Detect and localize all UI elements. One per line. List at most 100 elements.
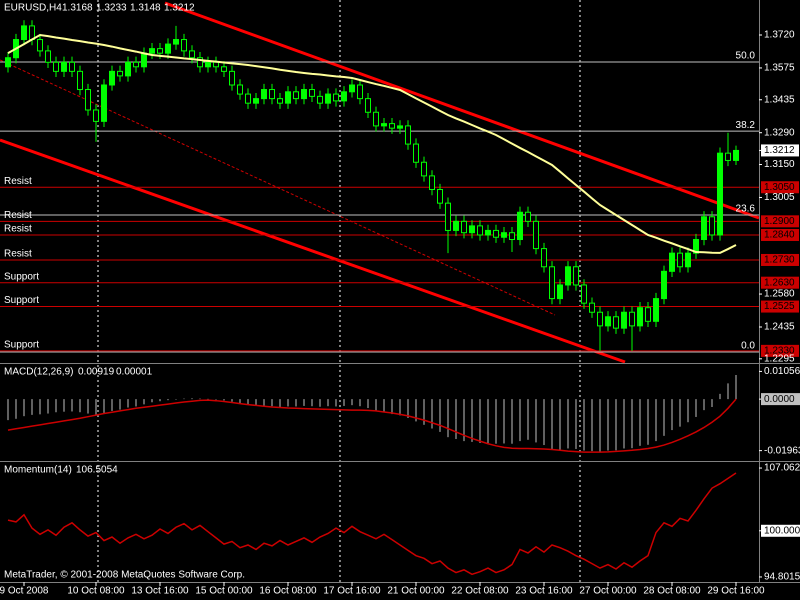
level-box bbox=[761, 228, 799, 241]
level-name: Support bbox=[4, 295, 39, 306]
histogram-bar bbox=[671, 399, 673, 431]
candle-body bbox=[437, 189, 443, 204]
histogram-bar bbox=[175, 399, 177, 400]
level-name: Resist bbox=[4, 176, 32, 187]
y-tick-label: -0.01963 bbox=[764, 445, 800, 456]
histogram-bar bbox=[647, 399, 649, 445]
histogram-bar bbox=[607, 399, 609, 451]
candle-body bbox=[413, 143, 419, 163]
level-box bbox=[761, 344, 799, 357]
histogram-bar bbox=[719, 393, 721, 400]
histogram-bar bbox=[303, 399, 305, 406]
histogram-bar bbox=[599, 399, 601, 452]
y-tick-label: 1.3005 bbox=[764, 192, 795, 203]
histogram-bar bbox=[711, 399, 713, 407]
candle-body bbox=[77, 70, 83, 91]
histogram-bar bbox=[191, 398, 193, 400]
grid bbox=[97, 0, 581, 582]
fibo-label: 38.2 bbox=[736, 120, 756, 131]
candle-body bbox=[581, 284, 587, 304]
histogram-bar bbox=[271, 399, 273, 407]
histogram-bar bbox=[503, 399, 505, 444]
y-tick-label: 100.0000 bbox=[764, 525, 800, 536]
candle-body bbox=[701, 216, 707, 241]
x-tick-label: 15 Oct 00:00 bbox=[195, 586, 253, 597]
histogram-bar bbox=[23, 399, 25, 417]
candle-body bbox=[381, 123, 387, 127]
candle-body bbox=[341, 91, 347, 102]
histogram-bar bbox=[327, 399, 329, 407]
histogram-bar bbox=[7, 399, 9, 421]
candle-body bbox=[645, 307, 651, 322]
histogram-bar bbox=[39, 399, 41, 415]
level-price: 1.2525 bbox=[764, 301, 795, 312]
histogram-bar bbox=[415, 399, 417, 422]
histogram-bar bbox=[215, 399, 217, 400]
candle-body bbox=[653, 298, 659, 322]
level-box bbox=[761, 300, 799, 313]
candle-body bbox=[661, 270, 667, 300]
candle-body bbox=[605, 316, 611, 327]
level-price: 1.2900 bbox=[764, 216, 795, 227]
histogram-bar bbox=[455, 399, 457, 440]
candle-body bbox=[541, 248, 547, 268]
candle-body bbox=[301, 89, 307, 100]
candle-body bbox=[261, 89, 267, 100]
histogram-bar bbox=[295, 399, 297, 407]
candle-body bbox=[597, 311, 603, 327]
candle-body bbox=[229, 70, 235, 86]
candle-body bbox=[445, 202, 451, 231]
candle-body bbox=[485, 229, 491, 236]
copyright: MetaTrader, © 2001-2008 MetaQuotes Softw… bbox=[4, 570, 245, 581]
candle-body bbox=[285, 91, 291, 104]
candle-body bbox=[557, 284, 563, 300]
histogram-bar bbox=[495, 399, 497, 444]
histogram-bar bbox=[55, 399, 57, 413]
histogram-bar bbox=[111, 399, 113, 411]
histogram-bar bbox=[375, 399, 377, 411]
y-tick-label: 107.0626 bbox=[764, 463, 800, 474]
histogram-bar bbox=[655, 399, 657, 442]
fibo-label: 50.0 bbox=[736, 51, 756, 62]
level-box bbox=[761, 181, 799, 194]
candle-body bbox=[533, 220, 539, 250]
y-tick-label: 94.8015 bbox=[764, 572, 800, 583]
candle-body bbox=[421, 161, 427, 177]
histogram-bar bbox=[119, 399, 121, 410]
panel-borders bbox=[0, 0, 800, 583]
level-name: Support bbox=[4, 340, 39, 351]
x-tick-label: 21 Oct 00:00 bbox=[387, 586, 445, 597]
histogram-bar bbox=[575, 399, 577, 449]
histogram-bar bbox=[423, 399, 425, 425]
histogram-bar bbox=[535, 399, 537, 443]
candle-body bbox=[677, 252, 683, 268]
candle-body bbox=[109, 70, 115, 86]
candle-body bbox=[165, 43, 171, 54]
histogram-bar bbox=[159, 399, 161, 402]
candle-body bbox=[21, 25, 27, 41]
candle-body bbox=[181, 39, 187, 52]
candle-body bbox=[709, 216, 715, 236]
histogram-bar bbox=[231, 399, 233, 402]
candle-body bbox=[373, 111, 379, 127]
histogram-bar bbox=[127, 399, 129, 408]
y-tick-label: 1.3150 bbox=[764, 159, 795, 170]
candle-body bbox=[461, 220, 467, 234]
candle-body bbox=[293, 91, 299, 100]
histogram-bar bbox=[223, 399, 225, 401]
trend-line bbox=[164, 1, 760, 220]
histogram-bar bbox=[359, 399, 361, 407]
histogram-bar bbox=[319, 399, 321, 407]
y-tick-label: 1.3290 bbox=[764, 127, 795, 138]
histogram-bar bbox=[679, 399, 681, 427]
candle-body bbox=[333, 93, 339, 102]
histogram-bar bbox=[207, 398, 209, 400]
histogram-bar bbox=[79, 399, 81, 413]
histogram-bar bbox=[463, 399, 465, 442]
candle-body bbox=[525, 211, 531, 222]
histogram-bar bbox=[399, 399, 401, 416]
x-tick-label: 9 Oct 2008 bbox=[0, 586, 49, 597]
histogram-bar bbox=[47, 399, 49, 414]
histogram-bar bbox=[631, 399, 633, 449]
